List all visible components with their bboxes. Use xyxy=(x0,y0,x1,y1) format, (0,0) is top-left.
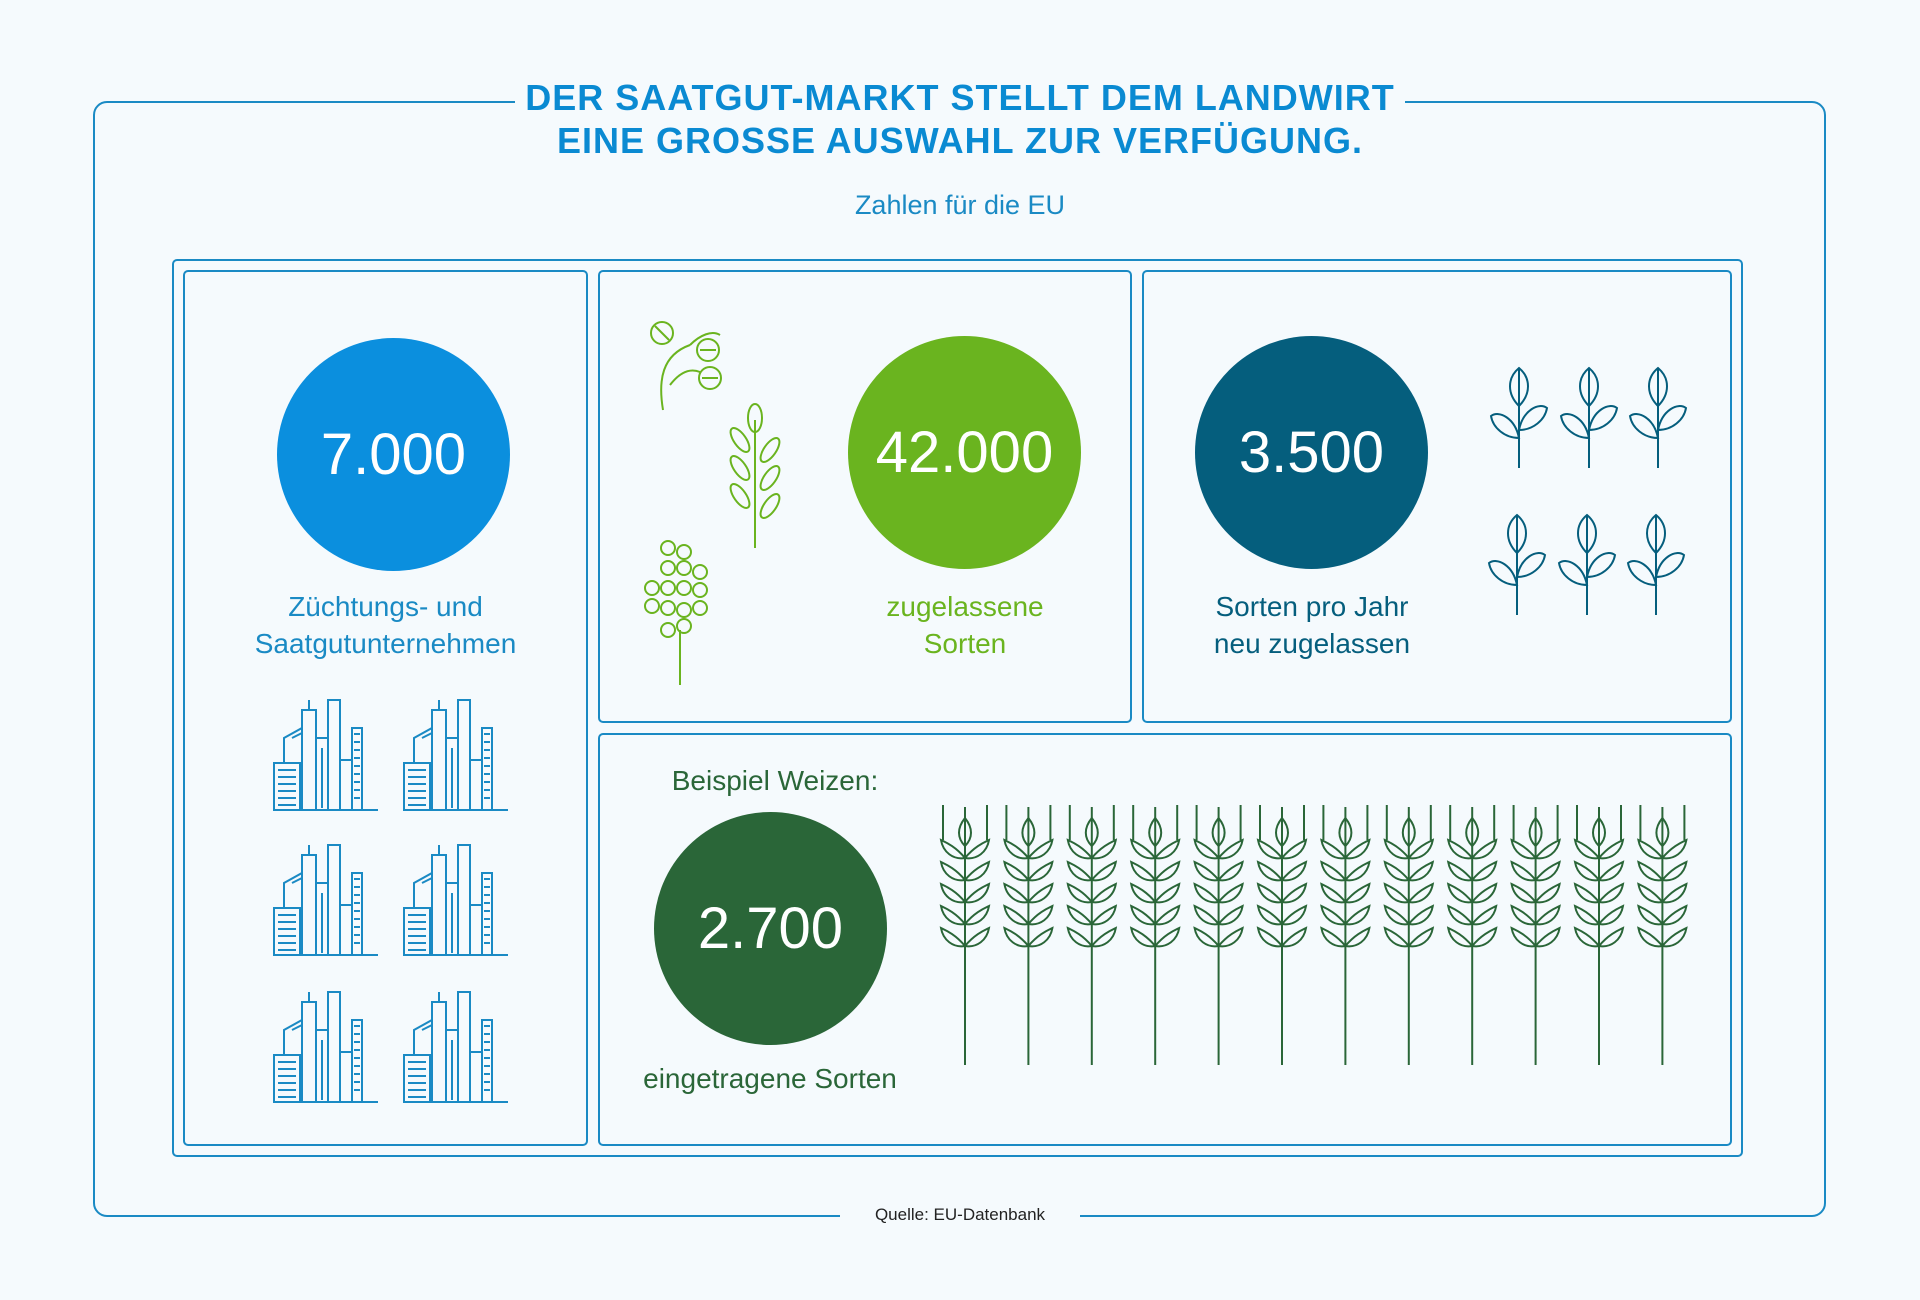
sprout-icon xyxy=(1489,366,1549,468)
plant-icon xyxy=(644,540,708,685)
wheat-icon xyxy=(939,805,991,1065)
companies-label-line1: Züchtungs- und xyxy=(288,591,483,622)
companies-label: Züchtungs- und Saatgutunternehmen xyxy=(183,588,588,662)
sprout-icon xyxy=(1487,513,1547,615)
building-icon xyxy=(403,991,508,1103)
building-icon xyxy=(273,991,378,1103)
panel-wheat xyxy=(598,733,1732,1146)
new-varieties-label-line1: Sorten pro Jahr xyxy=(1215,591,1409,622)
wheat-icon xyxy=(1637,805,1688,1065)
title-line-1: DER SAATGUT-MARKT STELLT DEM LANDWIRT xyxy=(525,77,1395,118)
varieties-label-line1: zugelassene xyxy=(886,591,1044,622)
sprout-icon xyxy=(1626,513,1686,615)
wheat-icon xyxy=(1193,805,1244,1065)
wheat-icon xyxy=(1003,805,1054,1065)
wheat-circle: 2.700 xyxy=(654,812,887,1045)
plant-icon xyxy=(650,321,722,411)
varieties-label-line2: Sorten xyxy=(923,628,1007,659)
new-varieties-label-line2: neu zugelassen xyxy=(1213,628,1411,659)
content-frame xyxy=(172,259,1743,1157)
sprout-icon xyxy=(1559,366,1619,468)
wheat-icon xyxy=(1129,805,1181,1065)
wheat-label: eingetragene Sorten xyxy=(643,1063,897,1094)
wheat-icon xyxy=(1383,805,1435,1065)
plant-icon xyxy=(729,403,781,548)
wheat-icon xyxy=(1573,805,1625,1065)
varieties-label: zugelassene Sorten xyxy=(815,588,1115,662)
new-varieties-circle: 3.500 xyxy=(1195,336,1428,569)
source-note: Quelle: EU-Datenbank xyxy=(840,1205,1080,1225)
building-icon xyxy=(403,844,508,956)
panel-companies xyxy=(183,270,588,1146)
sprout-icon xyxy=(1557,513,1617,615)
wheat-icon xyxy=(1066,805,1118,1065)
building-icon xyxy=(273,699,378,811)
new-varieties-label: Sorten pro Jahr neu zugelassen xyxy=(1162,588,1462,662)
panel-varieties xyxy=(598,270,1132,723)
subtitle: Zahlen für die EU xyxy=(854,190,1066,220)
wheat-icon xyxy=(1320,805,1371,1065)
page-title: DER SAATGUT-MARKT STELLT DEM LANDWIRT EI… xyxy=(515,76,1405,162)
companies-label-line2: Saatgutunternehmen xyxy=(254,628,517,659)
wheat-icon xyxy=(1510,805,1561,1065)
building-icon xyxy=(273,844,378,956)
building-icon xyxy=(403,699,508,811)
varieties-circle: 42.000 xyxy=(848,336,1081,569)
sprout-icon xyxy=(1628,366,1688,468)
wheat-heading: Beispiel Weizen: xyxy=(671,765,879,796)
wheat-icon xyxy=(1446,805,1498,1065)
wheat-icon xyxy=(1256,805,1308,1065)
panel-new-varieties xyxy=(1142,270,1732,723)
companies-circle: 7.000 xyxy=(277,338,510,571)
title-line-2: EINE GROSSE AUSWAHL ZUR VERFÜGUNG. xyxy=(556,120,1364,161)
